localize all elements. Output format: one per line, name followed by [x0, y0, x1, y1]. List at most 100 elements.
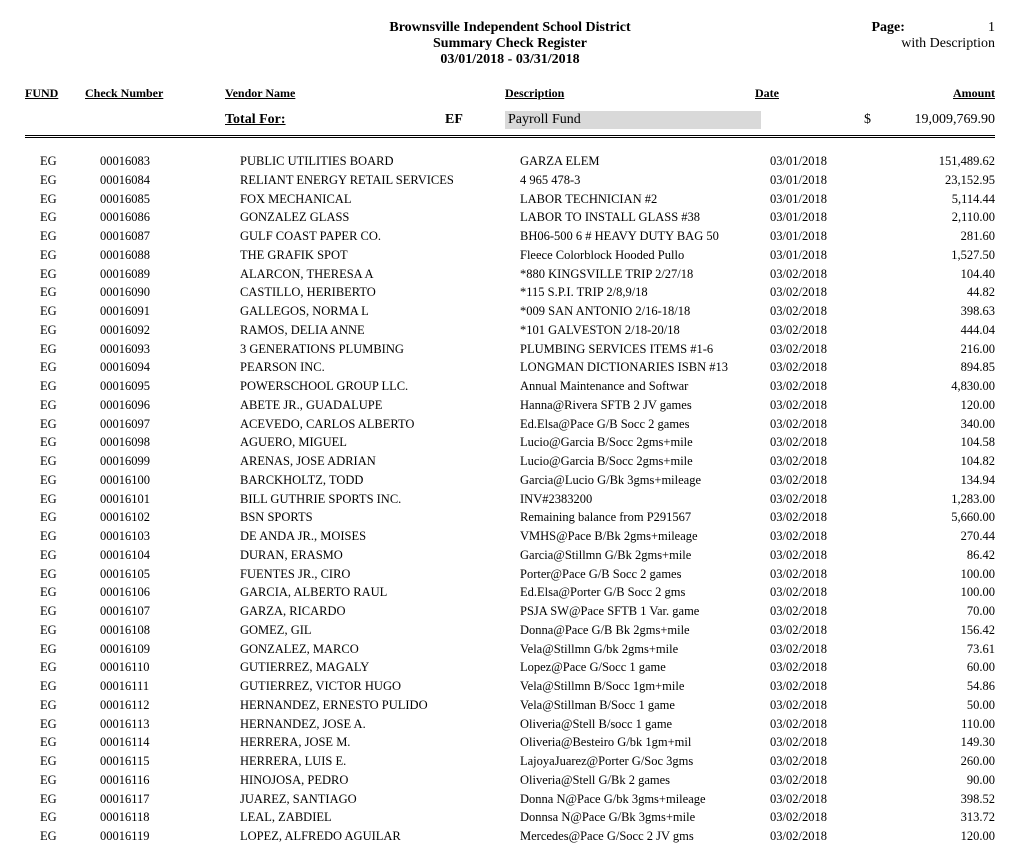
cell-check: 00016102: [100, 508, 240, 527]
cell-check: 00016115: [100, 752, 240, 771]
cell-amount: 894.85: [880, 358, 995, 377]
col-amount: Amount: [865, 86, 995, 101]
cell-date: 03/01/2018: [770, 152, 880, 171]
cell-date: 03/01/2018: [770, 246, 880, 265]
cell-check: 00016117: [100, 790, 240, 809]
cell-check: 00016101: [100, 490, 240, 509]
cell-date: 03/02/2018: [770, 696, 880, 715]
cell-fund: EG: [25, 677, 100, 696]
cell-check: 00016086: [100, 208, 240, 227]
cell-amount: 73.61: [880, 640, 995, 659]
cell-fund: EG: [25, 246, 100, 265]
cell-amount: 120.00: [880, 396, 995, 415]
cell-vendor: GONZALEZ GLASS: [240, 208, 520, 227]
cell-desc: BH06-500 6 # HEAVY DUTY BAG 50: [520, 227, 770, 246]
cell-vendor: CASTILLO, HERIBERTO: [240, 283, 520, 302]
cell-fund: EG: [25, 508, 100, 527]
cell-amount: 104.40: [880, 265, 995, 284]
cell-date: 03/02/2018: [770, 452, 880, 471]
cell-date: 03/02/2018: [770, 640, 880, 659]
table-row: EG00016086GONZALEZ GLASSLABOR TO INSTALL…: [25, 208, 995, 227]
table-row: EG00016106GARCIA, ALBERTO RAULEd.Elsa@Po…: [25, 583, 995, 602]
cell-check: 00016113: [100, 715, 240, 734]
cell-desc: Vela@Stillmn G/bk 2gms+mile: [520, 640, 770, 659]
page-label: Page:: [871, 20, 961, 36]
table-row: EG00016090CASTILLO, HERIBERTO*115 S.P.I.…: [25, 283, 995, 302]
cell-fund: EG: [25, 377, 100, 396]
cell-amount: 44.82: [880, 283, 995, 302]
cell-date: 03/02/2018: [770, 396, 880, 415]
cell-desc: Lucio@Garcia B/Socc 2gms+mile: [520, 452, 770, 471]
cell-date: 03/02/2018: [770, 321, 880, 340]
cell-vendor: ARENAS, JOSE ADRIAN: [240, 452, 520, 471]
cell-fund: EG: [25, 190, 100, 209]
col-check: Check Number: [85, 86, 225, 101]
cell-fund: EG: [25, 733, 100, 752]
table-row: EG00016104DURAN, ERASMOGarcia@Stillmn G/…: [25, 546, 995, 565]
cell-fund: EG: [25, 152, 100, 171]
cell-desc: Ed.Elsa@Pace G/B Socc 2 games: [520, 415, 770, 434]
table-row: EG000160933 GENERATIONS PLUMBINGPLUMBING…: [25, 340, 995, 359]
cell-amount: 216.00: [880, 340, 995, 359]
cell-amount: 5,660.00: [880, 508, 995, 527]
cell-fund: EG: [25, 171, 100, 190]
cell-amount: 4,830.00: [880, 377, 995, 396]
cell-vendor: GUTIERREZ, VICTOR HUGO: [240, 677, 520, 696]
cell-date: 03/02/2018: [770, 583, 880, 602]
cell-vendor: ALARCON, THERESA A: [240, 265, 520, 284]
cell-check: 00016109: [100, 640, 240, 659]
column-headers: FUND Check Number Vendor Name Descriptio…: [25, 86, 995, 101]
table-row: EG00016119LOPEZ, ALFREDO AGUILARMercedes…: [25, 827, 995, 846]
cell-date: 03/02/2018: [770, 527, 880, 546]
cell-check: 00016093: [100, 340, 240, 359]
cell-fund: EG: [25, 283, 100, 302]
cell-vendor: AGUERO, MIGUEL: [240, 433, 520, 452]
col-fund: FUND: [25, 86, 85, 101]
cell-fund: EG: [25, 302, 100, 321]
cell-fund: EG: [25, 565, 100, 584]
cell-desc: Lucio@Garcia B/Socc 2gms+mile: [520, 433, 770, 452]
cell-check: 00016090: [100, 283, 240, 302]
cell-desc: VMHS@Pace B/Bk 2gms+mileage: [520, 527, 770, 546]
cell-amount: 270.44: [880, 527, 995, 546]
cell-check: 00016100: [100, 471, 240, 490]
cell-amount: 444.04: [880, 321, 995, 340]
cell-check: 00016084: [100, 171, 240, 190]
cell-date: 03/02/2018: [770, 340, 880, 359]
cell-fund: EG: [25, 471, 100, 490]
cell-desc: Ed.Elsa@Porter G/B Socc 2 gms: [520, 583, 770, 602]
cell-amount: 313.72: [880, 808, 995, 827]
cell-vendor: JUAREZ, SANTIAGO: [240, 790, 520, 809]
cell-amount: 100.00: [880, 583, 995, 602]
cell-check: 00016112: [100, 696, 240, 715]
cell-vendor: DE ANDA JR., MOISES: [240, 527, 520, 546]
cell-fund: EG: [25, 208, 100, 227]
data-rows-container: EG00016083PUBLIC UTILITIES BOARDGARZA EL…: [25, 152, 995, 846]
cell-date: 03/02/2018: [770, 433, 880, 452]
cell-desc: LONGMAN DICTIONARIES ISBN #13: [520, 358, 770, 377]
cell-amount: 151,489.62: [880, 152, 995, 171]
cell-vendor: BILL GUTHRIE SPORTS INC.: [240, 490, 520, 509]
cell-vendor: HERNANDEZ, JOSE A.: [240, 715, 520, 734]
cell-desc: Oliveria@Stell B/socc 1 game: [520, 715, 770, 734]
cell-amount: 60.00: [880, 658, 995, 677]
cell-vendor: GARZA, RICARDO: [240, 602, 520, 621]
cell-desc: Vela@Stillman B/Socc 1 game: [520, 696, 770, 715]
table-row: EG00016084RELIANT ENERGY RETAIL SERVICES…: [25, 171, 995, 190]
cell-vendor: HERRERA, LUIS E.: [240, 752, 520, 771]
cell-check: 00016088: [100, 246, 240, 265]
cell-vendor: RELIANT ENERGY RETAIL SERVICES: [240, 171, 520, 190]
table-row: EG00016105FUENTES JR., CIROPorter@Pace G…: [25, 565, 995, 584]
table-row: EG00016111GUTIERREZ, VICTOR HUGOVela@Sti…: [25, 677, 995, 696]
cell-amount: 54.86: [880, 677, 995, 696]
table-row: EG00016107GARZA, RICARDOPSJA SW@Pace SFT…: [25, 602, 995, 621]
cell-fund: EG: [25, 490, 100, 509]
cell-vendor: 3 GENERATIONS PLUMBING: [240, 340, 520, 359]
total-for-label: Total For:: [225, 112, 445, 128]
cell-desc: INV#2383200: [520, 490, 770, 509]
table-row: EG00016089ALARCON, THERESA A*880 KINGSVI…: [25, 265, 995, 284]
cell-amount: 70.00: [880, 602, 995, 621]
cell-amount: 104.82: [880, 452, 995, 471]
cell-amount: 340.00: [880, 415, 995, 434]
cell-check: 00016111: [100, 677, 240, 696]
